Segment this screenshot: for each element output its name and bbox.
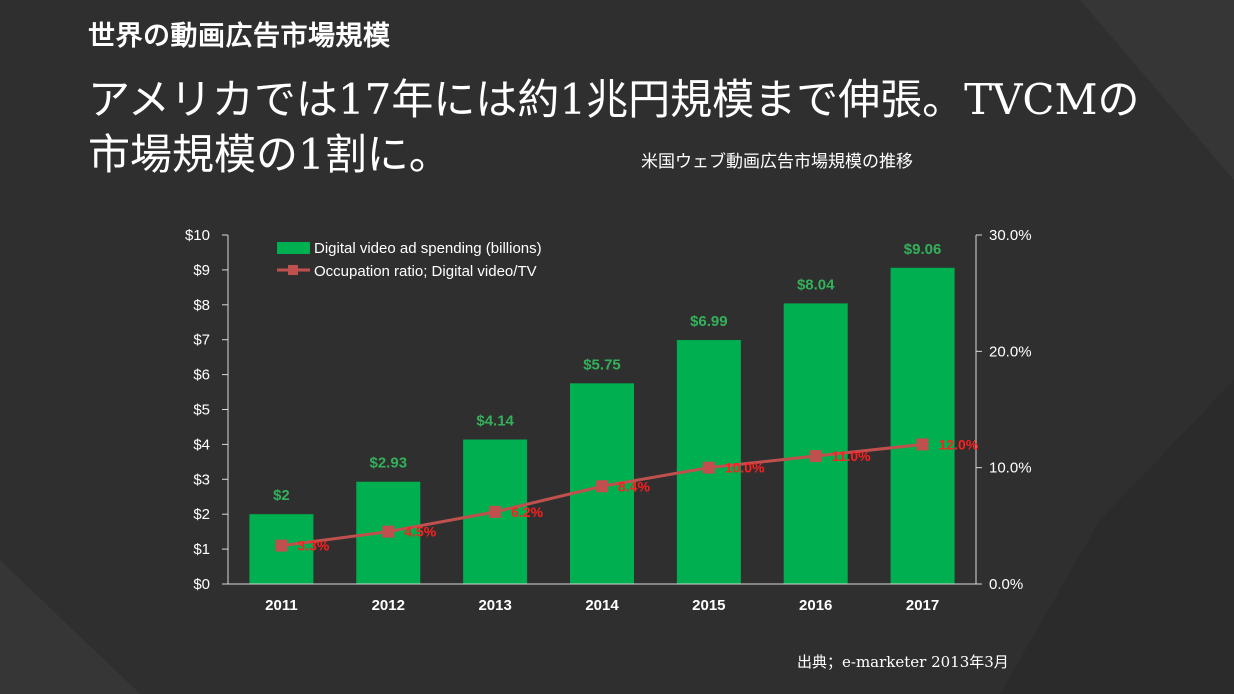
right-axis-tick-label: 30.0% bbox=[989, 227, 1032, 244]
bar-label-2014: $5.75 bbox=[583, 356, 621, 373]
section-title: 世界の動画広告市場規模 bbox=[88, 21, 391, 52]
ratio-label-2014: 8.4% bbox=[618, 478, 650, 494]
left-axis-tick-label: $4 bbox=[193, 436, 210, 453]
source-note: 出典；e-marketer 2013年3月 bbox=[797, 653, 1009, 671]
x-axis-tick-label: 2011 bbox=[265, 597, 298, 614]
right-axis-tick-label: 10.0% bbox=[989, 460, 1032, 477]
right-axis-tick-label: 0.0% bbox=[989, 576, 1023, 593]
ratio-marker-2011 bbox=[275, 539, 288, 552]
x-axis: 2011 2012 2013 2014 2015 2016 2017 bbox=[228, 583, 976, 614]
left-axis-tick-label: $7 bbox=[193, 332, 210, 349]
ratio-marker-2013 bbox=[489, 505, 502, 518]
bar-label-2017: $9.06 bbox=[904, 241, 942, 258]
x-axis-tick-label: 2013 bbox=[478, 597, 511, 614]
line-series bbox=[275, 438, 929, 552]
legend-bar-label: Digital video ad spending (billions) bbox=[314, 240, 542, 257]
legend-line-label: Occupation ratio; Digital video/TV bbox=[314, 263, 537, 280]
ratio-marker-2012 bbox=[382, 525, 395, 538]
ratio-marker-2017 bbox=[916, 438, 929, 451]
bar-label-2012: $2.93 bbox=[370, 455, 408, 472]
right-axis-tick-label: 20.0% bbox=[989, 343, 1032, 360]
left-axis-tick-label: $0 bbox=[193, 576, 210, 593]
left-axis-tick-label: $10 bbox=[185, 227, 210, 244]
bar-series bbox=[249, 267, 955, 584]
line-data-labels: 3.3% 4.5% 6.2% 8.4% 10.0% 11.0% 12.0% bbox=[297, 436, 978, 553]
x-axis-tick-label: 2012 bbox=[372, 597, 405, 614]
bar-data-labels: $2 $2.93 $4.14 $5.75 $6.99 $8.04 $9.06 bbox=[273, 241, 941, 504]
ratio-label-2016: 11.0% bbox=[832, 448, 871, 464]
left-axis: $0 $1 $2 $3 $4 $5 $6 $7 $8 $9 $10 bbox=[185, 227, 229, 593]
ratio-label-2015: 10.0% bbox=[725, 460, 765, 476]
x-axis-tick-label: 2014 bbox=[585, 597, 619, 614]
chart-legend: Digital video ad spending (billions) Occu… bbox=[277, 240, 542, 280]
ratio-label-2017: 12.0% bbox=[939, 436, 979, 452]
ratio-marker-2014 bbox=[596, 480, 608, 493]
ratio-label-2011: 3.3% bbox=[297, 538, 329, 554]
x-axis-tick-label: 2017 bbox=[906, 597, 939, 614]
legend-line-marker bbox=[288, 265, 298, 275]
left-axis-tick-label: $8 bbox=[193, 297, 210, 314]
bar-2017 bbox=[890, 267, 955, 584]
x-axis-tick-label: 2015 bbox=[692, 597, 725, 614]
left-axis-tick-label: $9 bbox=[193, 262, 210, 279]
bar-2016 bbox=[783, 303, 848, 584]
bar-label-2011: $2 bbox=[273, 487, 290, 504]
bar-label-2016: $8.04 bbox=[797, 276, 835, 293]
left-axis-tick-label: $6 bbox=[193, 367, 210, 384]
right-axis: 0.0% 10.0% 20.0% 30.0% bbox=[975, 227, 1032, 593]
left-axis-tick-label: $3 bbox=[193, 471, 210, 488]
left-axis-tick-label: $5 bbox=[193, 402, 210, 419]
ratio-label-2013: 6.2% bbox=[511, 504, 543, 520]
x-axis-tick-label: 2016 bbox=[799, 597, 832, 614]
ratio-marker-2015 bbox=[702, 461, 715, 474]
legend-bar-swatch bbox=[277, 242, 310, 254]
left-axis-tick-label: $1 bbox=[193, 541, 210, 558]
bar-label-2013: $4.14 bbox=[476, 413, 514, 430]
ratio-label-2012: 4.5% bbox=[404, 524, 436, 540]
chart-title: 米国ウェブ動画広告市場規模の推移 bbox=[641, 152, 913, 172]
bar-label-2015: $6.99 bbox=[690, 313, 728, 330]
ratio-marker-2016 bbox=[809, 450, 822, 463]
left-axis-tick-label: $2 bbox=[193, 506, 210, 523]
slide-headline: アメリカでは17年には約1兆円規模まで伸張。TVCMの市場規模の1割に。 bbox=[88, 75, 1140, 179]
